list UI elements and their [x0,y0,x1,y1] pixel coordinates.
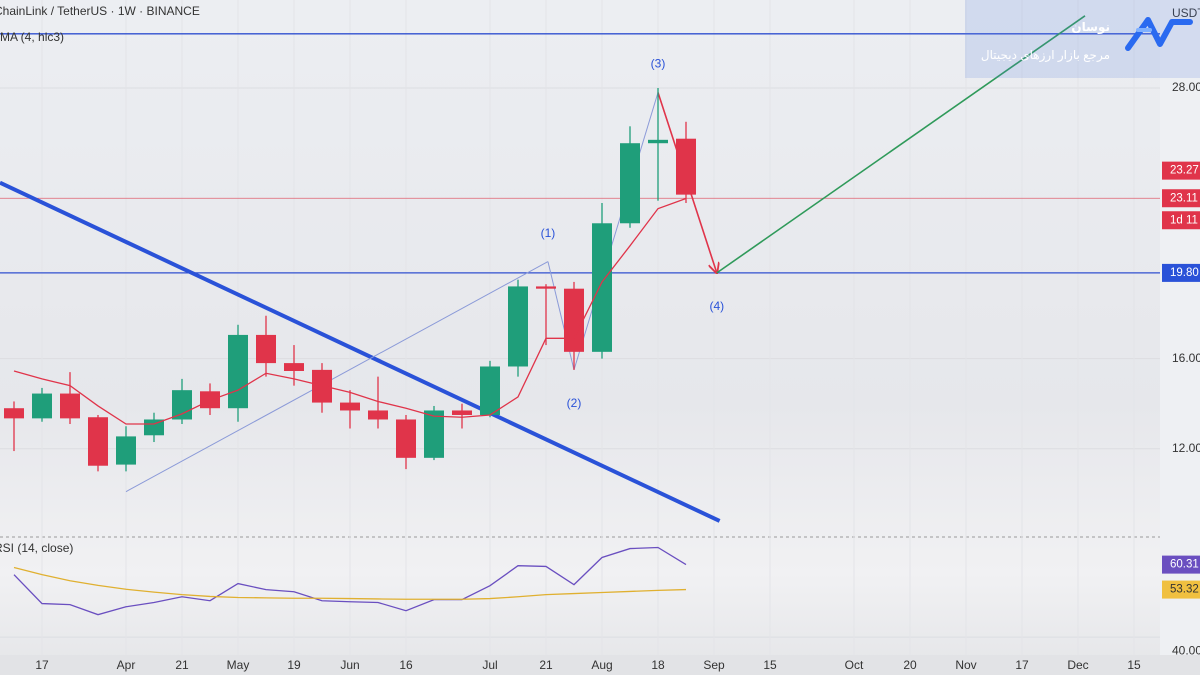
x-tick-label: 21 [539,658,553,672]
candle-body [508,286,528,367]
price-tag-bg [1162,161,1200,180]
x-tick-label: 17 [1015,658,1029,672]
candle-body [116,436,136,465]
x-tick-label: Apr [117,658,136,672]
x-tick-label: 15 [1127,658,1141,672]
level-tag: 23.11 [1170,192,1198,204]
candle-body [536,286,556,289]
wave-segment [573,92,659,371]
candle-body [60,393,80,419]
candle-body [480,366,500,415]
symbol-title: ChainLink / TetherUS · 1W · BINANCE [0,4,200,18]
y-tick-label: 16.00 [1172,351,1200,365]
x-tick-label: Oct [845,658,864,672]
countdown-tag: 1d 11 [1170,214,1198,226]
x-tick-label: 17 [35,658,49,672]
candle-body [88,417,108,466]
candle-body [172,390,192,420]
rsi-tag: 60.31 [1170,559,1199,571]
candle-body [592,223,612,352]
y-tick-label: 12.00 [1172,441,1200,455]
rsi-tag-bg [1162,580,1200,599]
brand-tagline: مرجع بازار ارزهای دیجیتال [981,48,1110,63]
rsi-tick-label: 40.00 [1172,643,1200,657]
sma-line [13,197,687,425]
candle-body [676,138,696,195]
candle-body [396,419,416,458]
candle-body [340,402,360,411]
x-tick-label: Sep [703,658,725,672]
x-tick-label: Jul [482,658,497,672]
candle-body [284,363,304,371]
candle-body [4,408,24,419]
price-tag: 23.27 [1170,165,1199,177]
candle-body [564,288,584,352]
x-tick-label: Nov [955,658,976,672]
x-tick-label: Dec [1067,658,1088,672]
indicator-title: SMA (4, hlc3) [0,30,64,44]
currency: USDT [1172,6,1200,20]
x-tick-label: 15 [763,658,777,672]
price-axis [1160,0,1200,655]
level-tag: 19.80 [1170,267,1199,279]
candle-body [368,410,388,420]
rsi-title: RSI (14, close) [0,541,73,555]
brand-name: نوسان [1071,20,1110,35]
candle-body [256,334,276,364]
wave-segment [125,261,549,493]
candle-body [228,334,248,409]
x-tick-label: 16 [399,658,413,672]
rsi-tag: 53.32 [1170,584,1199,596]
candle-body [620,143,640,224]
candle-body [452,410,472,415]
trendline [0,180,721,523]
candle-body [32,393,52,419]
brand-logo [1125,17,1193,51]
y-tick-label: 28.00 [1172,80,1200,94]
level-tag-bg [1162,263,1200,282]
x-tick-label: May [227,658,250,672]
wave-label: (4) [709,299,724,313]
wave-label: (2) [567,396,582,410]
plot: (1)(2)(3)(4)(5) [0,15,1160,616]
wave-segment [547,261,575,370]
x-tick-label: Jun [340,658,359,672]
grid [0,0,1160,655]
rsi-tag-bg [1162,555,1200,574]
x-tick-label: 21 [175,658,189,672]
rsi-line [13,546,687,616]
rsi-line [13,566,687,600]
wave-segment [716,15,1086,274]
countdown-tag-bg [1162,211,1200,230]
candle-body [648,139,668,144]
level-tag-bg [1162,189,1200,208]
time-axis [0,655,1200,675]
x-tick-label: Aug [591,658,612,672]
candle-body [424,410,444,458]
x-tick-label: 18 [651,658,665,672]
wave-label: (3) [651,57,666,71]
wave-label: (1) [541,226,556,240]
x-tick-label: 20 [903,658,917,672]
x-tick-label: 19 [287,658,301,672]
